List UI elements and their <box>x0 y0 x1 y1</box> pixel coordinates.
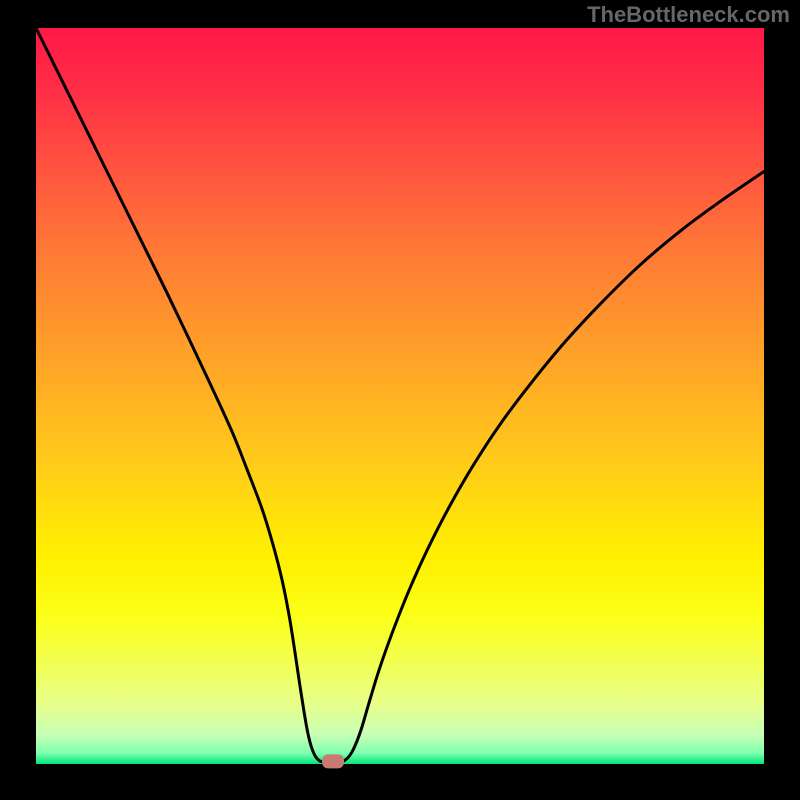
chart-plot-area <box>36 28 764 764</box>
optimal-point-marker <box>322 754 344 768</box>
chart-svg <box>0 0 800 800</box>
watermark-text: TheBottleneck.com <box>587 2 790 28</box>
bottleneck-chart: TheBottleneck.com <box>0 0 800 800</box>
